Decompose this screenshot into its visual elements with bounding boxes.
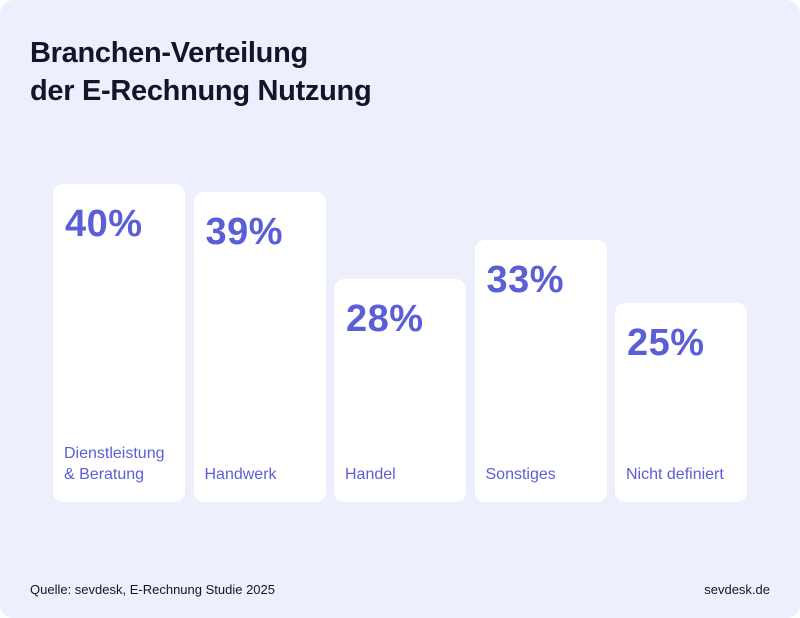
bar-5: 25% Nicht definiert xyxy=(615,303,747,502)
chart-title-line-2: der E-Rechnung Nutzung xyxy=(30,75,372,107)
bar-value-label: 40% xyxy=(65,203,143,245)
bar-2: 39% Handwerk xyxy=(193,191,326,502)
bar-category-label: Dienstleistung & Beratung xyxy=(64,445,165,483)
bar-category-label: Handel xyxy=(345,465,396,483)
bar-value-label: 39% xyxy=(205,210,284,253)
bar-category-label: Nicht definiert xyxy=(626,466,724,483)
source-note: Quelle: sevdesk, E-Rechnung Studie 2025 xyxy=(30,582,275,597)
bar-value-label: 28% xyxy=(346,298,424,341)
chart-title: Branchen-Verteilung der E-Rechnung Nutzu… xyxy=(30,34,372,110)
bar-value-label: 25% xyxy=(627,322,705,365)
bar-value-label: 33% xyxy=(486,258,565,301)
bar-category-label: Handwerk xyxy=(204,465,277,483)
brand-link[interactable]: sevdesk.de xyxy=(704,582,770,597)
chart-title-line-1: Branchen-Verteilung xyxy=(30,37,308,69)
bar-4: 33% Sonstiges xyxy=(474,239,607,502)
bar-category-label: Sonstiges xyxy=(485,465,556,483)
bar-1: 40% Dienstleistung & Beratung xyxy=(53,184,185,502)
bar-3: 28% Handel xyxy=(334,279,466,502)
